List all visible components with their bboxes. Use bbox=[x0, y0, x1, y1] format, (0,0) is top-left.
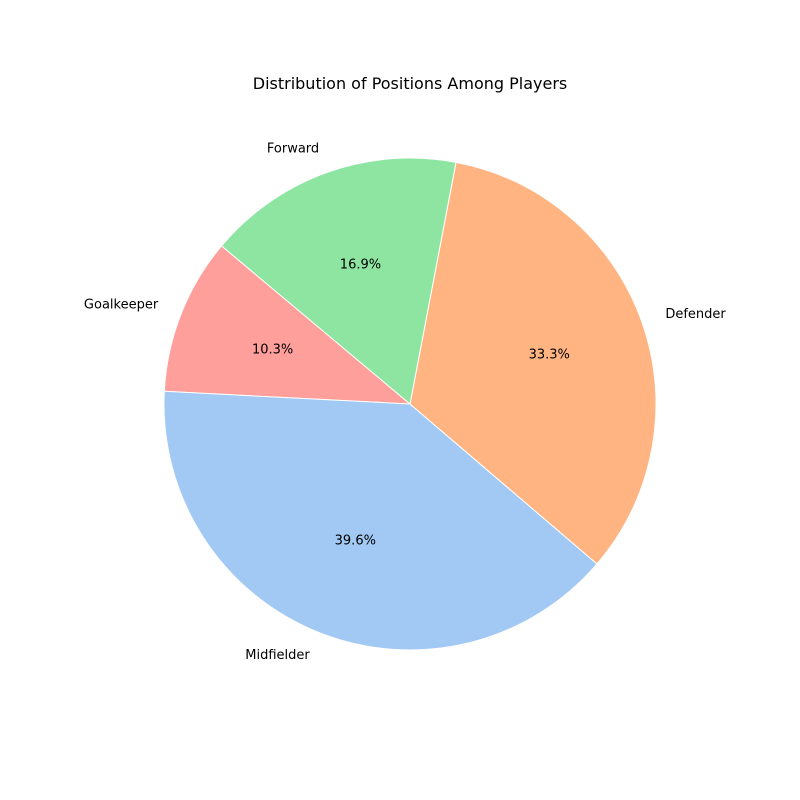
pie-labels: Goalkeeper 10.3% Midfielder 39.6% Defender 33… bbox=[84, 142, 726, 663]
slice-percent-goalkeeper: 10.3% bbox=[252, 342, 293, 357]
slice-percent-midfielder: 39.6% bbox=[335, 534, 376, 549]
chart-title: Distribution of Positions Among Players bbox=[253, 74, 567, 93]
slice-label-forward: Forward bbox=[267, 142, 319, 157]
slice-label-midfielder: Midfielder bbox=[245, 648, 310, 663]
pie-slices bbox=[163, 157, 657, 651]
slice-label-goalkeeper: Goalkeeper bbox=[84, 297, 159, 312]
pie-slice-defender bbox=[409, 161, 657, 565]
slice-label-defender: Defender bbox=[665, 307, 726, 322]
pie-slice-forward bbox=[220, 157, 457, 405]
slice-percent-forward: 16.9% bbox=[340, 257, 381, 272]
pie-slice-goalkeeper bbox=[163, 245, 412, 405]
slice-percent-defender: 33.3% bbox=[529, 348, 570, 363]
pie-slice-midfielder bbox=[163, 390, 598, 651]
